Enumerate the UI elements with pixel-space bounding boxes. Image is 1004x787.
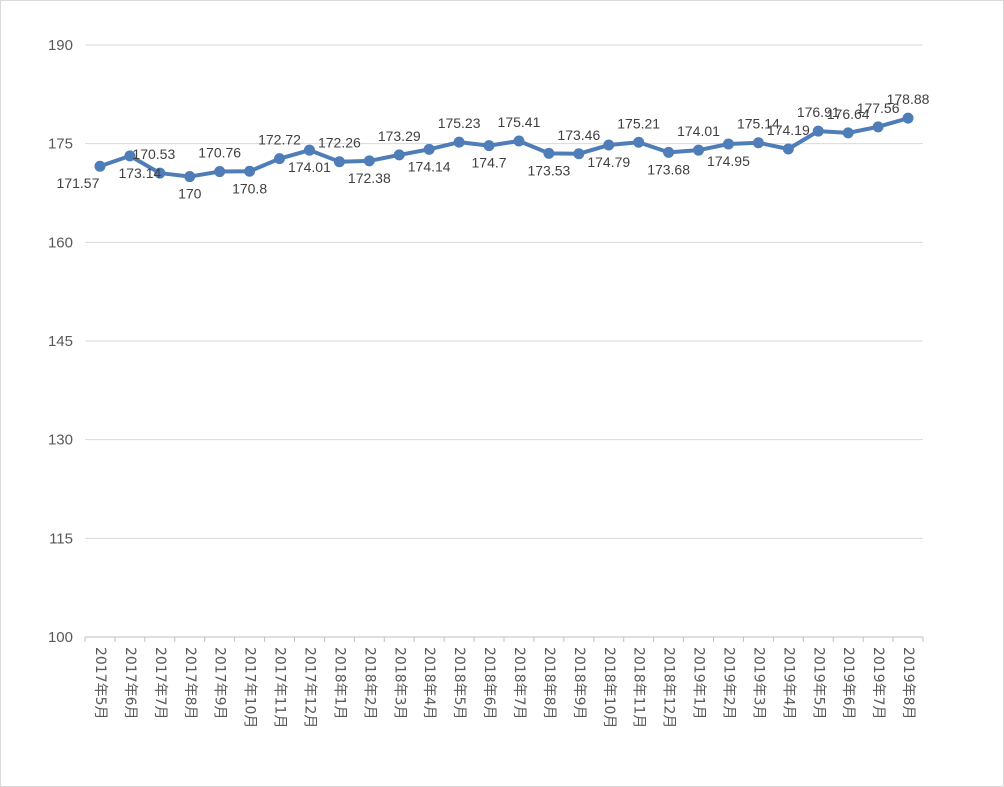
data-point: [303, 144, 315, 156]
data-label: 173.68: [647, 161, 690, 177]
x-tick-label: 2018年2月: [361, 647, 377, 720]
data-point: [722, 138, 734, 150]
x-tick-label: 2018年7月: [511, 647, 527, 720]
x-tick-label: 2019年2月: [720, 647, 736, 720]
data-point: [154, 167, 166, 179]
x-tick-label: 2019年3月: [750, 647, 766, 720]
y-tick-label: 145: [48, 333, 73, 350]
data-point: [333, 156, 345, 168]
data-label: 175.21: [617, 115, 660, 131]
data-point: [244, 165, 256, 177]
x-tick-label: 2017年12月: [301, 647, 317, 728]
data-point: [94, 160, 106, 172]
x-tick-label: 2017年5月: [92, 647, 108, 720]
data-label: 174.7: [472, 155, 507, 171]
x-tick-label: 2018年1月: [331, 647, 347, 720]
data-label: 176.91: [797, 104, 840, 120]
data-point: [663, 146, 675, 158]
x-tick-label: 2017年7月: [152, 647, 168, 720]
data-point: [393, 149, 405, 161]
data-point: [513, 135, 525, 147]
data-point: [872, 121, 884, 133]
data-label: 170.53: [132, 146, 175, 162]
y-tick-label: 100: [48, 629, 73, 646]
y-tick-label: 160: [48, 234, 73, 251]
data-label: 174.01: [677, 123, 720, 139]
data-label: 177.56: [857, 100, 900, 116]
data-label: 174.01: [288, 159, 331, 175]
x-tick-label: 2017年8月: [182, 647, 198, 720]
data-label: 170.76: [198, 145, 241, 161]
series-line: [97, 116, 911, 179]
x-tick-label: 2018年11月: [631, 647, 647, 728]
data-point: [573, 148, 585, 160]
data-point: [483, 140, 495, 152]
data-point: [453, 136, 465, 148]
data-label: 176.64: [827, 106, 870, 122]
data-point: [274, 153, 286, 165]
y-tick-label: 130: [48, 432, 73, 449]
data-point: [214, 166, 226, 178]
data-point: [363, 155, 375, 167]
data-point: [543, 147, 555, 159]
data-point: [633, 136, 645, 148]
x-tick-label: 2017年9月: [212, 647, 228, 720]
x-tick-label: 2018年4月: [421, 647, 437, 720]
data-label: 174.19: [767, 122, 810, 138]
data-label: 173.53: [527, 162, 570, 178]
data-label: 170.8: [232, 180, 267, 196]
data-label: 172.26: [318, 135, 361, 151]
y-tick-label: 190: [48, 37, 73, 54]
data-point: [693, 144, 705, 156]
data-point: [842, 127, 854, 139]
data-label: 172.38: [348, 170, 391, 186]
data-point: [902, 112, 914, 124]
data-label: 174.95: [707, 153, 750, 169]
data-point: [124, 150, 136, 162]
y-tick-label: 175: [48, 136, 73, 153]
y-tick-label: 115: [49, 530, 73, 547]
data-label: 173.29: [378, 128, 421, 144]
x-tick-label: 2017年10月: [242, 647, 258, 728]
data-point: [184, 171, 196, 183]
data-label: 174.79: [587, 154, 630, 170]
x-tick-label: 2019年5月: [810, 647, 826, 720]
x-tick-label: 2019年4月: [780, 647, 796, 720]
x-tick-label: 2018年10月: [601, 647, 617, 728]
x-tick-label: 2018年9月: [571, 647, 587, 720]
x-tick-label: 2017年11月: [272, 647, 288, 728]
data-point: [423, 143, 435, 155]
x-tick-label: 2018年12月: [661, 647, 677, 728]
data-label: 175.14: [737, 116, 780, 132]
data-point: [812, 125, 824, 137]
data-label: 172.72: [258, 132, 301, 148]
data-label: 174.14: [408, 158, 451, 174]
data-label: 170: [178, 186, 202, 202]
data-label: 178.88: [887, 91, 930, 107]
data-label: 175.41: [498, 114, 541, 130]
x-tick-label: 2019年7月: [870, 647, 886, 720]
data-point: [752, 137, 764, 149]
data-point: [603, 139, 615, 151]
x-tick-label: 2018年6月: [481, 647, 497, 720]
x-tick-label: 2018年3月: [391, 647, 407, 720]
x-tick-label: 2018年5月: [451, 647, 467, 720]
data-label: 173.14: [118, 165, 161, 181]
x-tick-label: 2019年1月: [691, 647, 707, 720]
x-tick-label: 2017年6月: [122, 647, 138, 720]
data-label: 175.23: [438, 115, 481, 131]
data-label: 171.57: [57, 175, 100, 191]
data-point: [782, 143, 794, 155]
x-tick-label: 2019年8月: [900, 647, 916, 720]
data-label: 173.46: [557, 127, 600, 143]
x-tick-label: 2019年6月: [840, 647, 856, 720]
x-tick-label: 2018年8月: [541, 647, 557, 720]
